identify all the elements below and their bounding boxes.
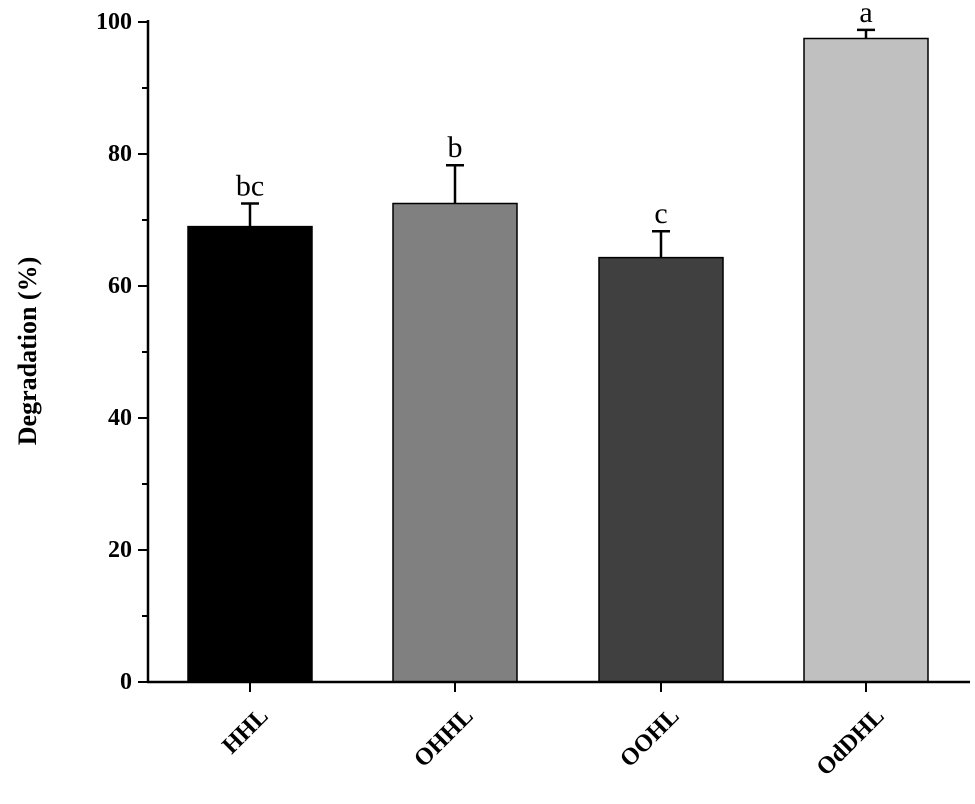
y-tick-label-60: 60 [108,273,132,299]
y-tick-label-100: 100 [96,9,132,35]
ticks-layer [138,21,867,692]
x-tick-label-oddhl: OdDHL [812,703,890,781]
y-tick-label-20: 20 [108,537,132,563]
x-tick-label-ohhl: OHHL [409,703,478,772]
bars-layer [187,37,929,683]
x-tick-label-hhl: HHL [217,703,273,759]
significance-label-hhl: bc [236,170,264,203]
y-axis-label: Degradation (%) [13,257,42,445]
x-tick-label-oohl: OOHL [615,703,684,772]
bar-oddhl [803,37,929,683]
significance-label-oddhl: a [859,0,872,29]
bar-oohl [598,256,724,683]
significance-label-oohl: c [654,197,667,230]
y-tick-label-80: 80 [108,141,132,167]
bar-hhl [187,225,313,683]
bar-ohhl [392,202,518,683]
error-bars-layer [241,28,875,258]
y-tick-label-40: 40 [108,405,132,431]
significance-label-ohhl: b [448,131,463,164]
y-tick-label-0: 0 [120,669,132,695]
